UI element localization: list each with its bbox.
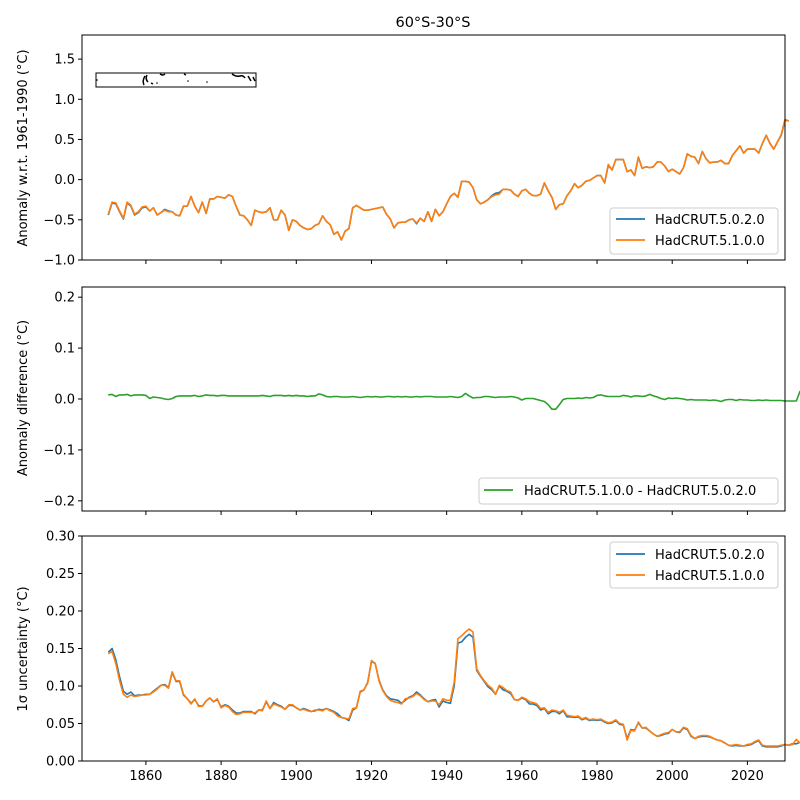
legend-difference: HadCRUT.5.1.0.0 - HadCRUT.5.0.2.0 <box>478 477 779 505</box>
panel-uncertainty: HadCRUT.5.0.2.0 HadCRUT.5.1.0.0 1860 1880… <box>16 530 800 784</box>
series-line-hadcrut-5-1-0-0 <box>107 118 790 241</box>
y-axis-label: 1σ uncertainty (°C) <box>16 586 31 711</box>
legend-label: HadCRUT.5.1.0.0 - HadCRUT.5.0.2.0 <box>524 484 756 499</box>
series-line-hadcrut-5-1-0-0 <box>107 628 800 747</box>
x-tick-label: 1980 <box>580 769 613 784</box>
coastline-dot <box>187 80 189 82</box>
series-line-hadcrut-5-1-0-0-hadcrut-5-0-2-0 <box>108 390 800 411</box>
y-tick-label: 0.05 <box>46 717 75 732</box>
coastline-icon <box>142 73 256 86</box>
legend-frame <box>609 207 779 255</box>
panel-anomaly: 60°S-30°S HadCRUT.5.0.2.0 HadCRUT.5.1.0.… <box>16 15 790 269</box>
y-tick-label: 0.25 <box>46 567 75 582</box>
y-tick-label: 0.1 <box>54 342 75 357</box>
panel-difference: HadCRUT.5.1.0.0 - HadCRUT.5.0.2.0 −0.2−0… <box>16 286 800 515</box>
coastline-dot <box>96 79 98 81</box>
x-tick-label: 2000 <box>656 769 689 784</box>
x-tick-label: 1900 <box>280 769 313 784</box>
y-tick-label: 0.10 <box>46 680 75 695</box>
y-tick-label: −0.5 <box>43 213 75 228</box>
legend-label: HadCRUT.5.0.2.0 <box>655 548 765 563</box>
y-tick-label: −0.2 <box>43 494 75 509</box>
legend-frame <box>478 477 779 505</box>
y-tick-label: 0.00 <box>46 755 75 770</box>
coastline-dot <box>156 82 158 84</box>
y-tick-label: 0.30 <box>46 530 75 545</box>
region-map-inset <box>95 72 257 88</box>
legend-uncertainty: HadCRUT.5.0.2.0 HadCRUT.5.1.0.0 <box>609 541 779 589</box>
y-tick-label: 0.20 <box>46 605 75 620</box>
x-tick-label: 1960 <box>505 769 538 784</box>
uncertainty-series-group <box>107 628 800 748</box>
legend-anomaly: HadCRUT.5.0.2.0 HadCRUT.5.1.0.0 <box>609 207 779 255</box>
y-tick-label: −0.1 <box>43 443 75 458</box>
chart-title: 60°S-30°S <box>395 15 470 31</box>
anomaly-series-group <box>107 118 790 241</box>
legend-label: HadCRUT.5.0.2.0 <box>655 213 765 228</box>
map-inset-frame <box>95 72 257 88</box>
coastline-dot <box>206 81 208 83</box>
x-tick-label: 1920 <box>355 769 388 784</box>
y-axis-label: Anomaly difference (°C) <box>16 320 31 476</box>
y-tick-label: 0.5 <box>54 133 75 148</box>
axes-difference: −0.2 −0.1 0.0 0.1 0.2 <box>43 286 786 515</box>
x-tick-label: 2020 <box>731 769 764 784</box>
y-tick-label: 0.0 <box>54 173 75 188</box>
legend-label: HadCRUT.5.1.0.0 <box>655 234 765 249</box>
axes-uncertainty: 1860 1880 1900 1920 1940 1960 1980 2000 2020 0.00… <box>46 530 786 784</box>
axes-frame <box>81 34 786 261</box>
difference-series-group <box>108 390 800 411</box>
y-tick-label: 1.0 <box>54 93 75 108</box>
axes-anomaly: −1.0 −0.5 0.0 0.5 1.0 1.5 <box>43 34 786 269</box>
y-axis-label: Anomaly w.r.t. 1961-1990 (°C) <box>16 49 31 246</box>
y-tick-label: 1.5 <box>54 53 75 68</box>
legend-label: HadCRUT.5.1.0.0 <box>655 569 765 584</box>
x-tick-label: 1880 <box>205 769 238 784</box>
y-tick-label: 0.0 <box>54 393 75 408</box>
y-tick-label: 0.15 <box>46 642 75 657</box>
y-tick-label: −1.0 <box>43 254 75 269</box>
legend-frame <box>609 541 779 589</box>
x-tick-label: 1940 <box>430 769 463 784</box>
x-tick-label: 1860 <box>129 769 162 784</box>
y-tick-label: 0.2 <box>54 291 75 306</box>
